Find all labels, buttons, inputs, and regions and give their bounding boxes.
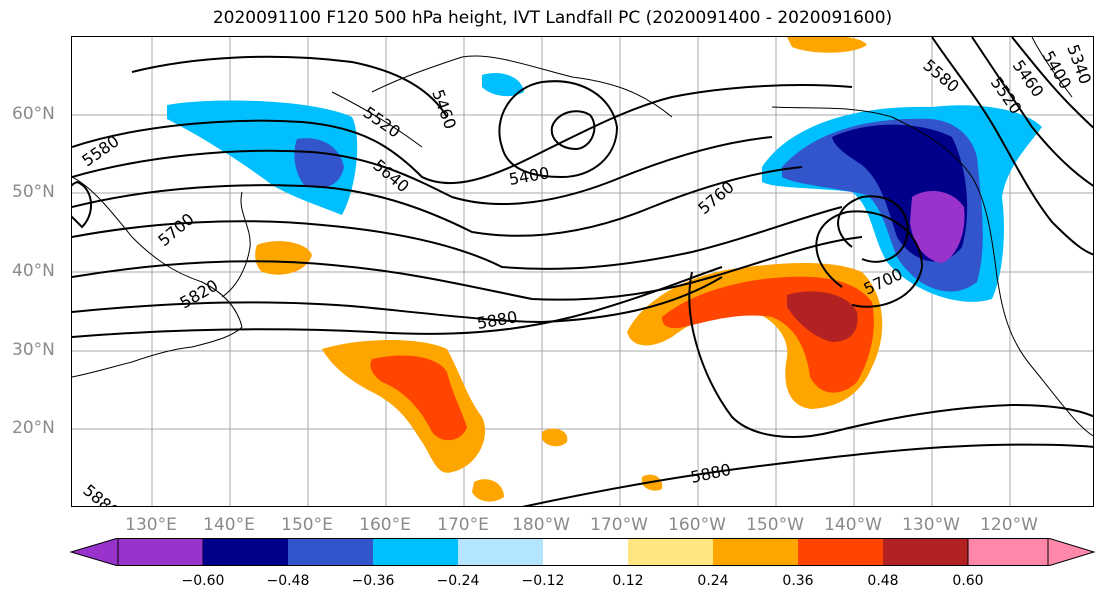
colorbar-seg-over (967, 538, 1096, 566)
lon-label-120w: 120°W (980, 515, 1038, 535)
lat-label-40n: 40°N (12, 261, 55, 281)
colorbar-seg-8 (798, 538, 883, 566)
coastlines (72, 37, 1093, 437)
contour-label-5460-w: 5460 (428, 87, 460, 132)
colorbar-tick-2: −0.48 (266, 573, 310, 589)
colorbar-tick-8: 0.36 (782, 573, 814, 589)
lon-label-150w: 150°W (746, 515, 804, 535)
colorbar-tick-10: 0.60 (952, 573, 984, 589)
ivt-positive-region-west (255, 241, 663, 502)
colorbar-seg-5 (543, 538, 628, 566)
ivt-negative-region-east (762, 105, 1042, 302)
lon-label-170w: 170°W (590, 515, 648, 535)
colorbar (69, 538, 1096, 566)
map-canvas: 5580 5520 5460 5400 5640 5700 5820 5880 … (72, 37, 1093, 507)
lon-label-180w: 180°W (512, 515, 570, 535)
colorbar-seg-4 (458, 538, 543, 566)
contour-label-5700-e: 5700 (861, 264, 906, 298)
contour-label-5760: 5760 (694, 177, 737, 218)
contour-label-5880-s: 5880 (689, 460, 733, 487)
colorbar-tick-6: 0.12 (612, 573, 644, 589)
lon-label-160w: 160°W (668, 515, 726, 535)
lat-label-50n: 50°N (12, 182, 55, 202)
colorbar-seg-2 (288, 538, 373, 566)
colorbar-tick-1: −0.60 (181, 573, 225, 589)
contour-label-5580-w: 5580 (78, 131, 122, 170)
colorbar-seg-9 (883, 538, 968, 566)
contour-label-5700-w: 5700 (154, 209, 197, 250)
lon-label-150e: 150°E (281, 515, 333, 535)
lat-label-60n: 60°N (12, 104, 55, 124)
lon-label-160e: 160°E (359, 515, 411, 535)
ivt-negative-region-west (167, 72, 524, 215)
colorbar-seg-under (69, 538, 204, 566)
height-contours (72, 37, 1093, 506)
contour-label-5400: 5400 (507, 163, 550, 189)
colorbar-tick-5: −0.12 (521, 573, 565, 589)
lon-label-130w: 130°W (902, 515, 960, 535)
contour-label-5880-sw: 5880 (79, 481, 122, 507)
colorbar-seg-7 (713, 538, 798, 566)
colorbar-seg-1 (203, 538, 288, 566)
contour-label-5580-e: 5580 (919, 56, 962, 97)
colorbar-tick-9: 0.48 (867, 573, 899, 589)
lon-label-130e: 130°E (125, 515, 177, 535)
contour-label-5520-w: 5520 (360, 103, 404, 142)
lon-label-140e: 140°E (203, 515, 255, 535)
colorbar-tick-4: −0.24 (436, 573, 480, 589)
ivt-positive-region-east (627, 37, 883, 409)
colorbar-tick-3: −0.36 (351, 573, 395, 589)
colorbar-seg-6 (628, 538, 713, 566)
lat-label-20n: 20°N (12, 418, 55, 438)
map-title: 2020091100 F120 500 hPa height, IVT Land… (212, 8, 893, 28)
lon-label-140w: 140°W (824, 515, 882, 535)
lat-label-30n: 30°N (12, 340, 55, 360)
map-panel: 5580 5520 5460 5400 5640 5700 5820 5880 … (71, 36, 1094, 507)
lon-label-170e: 170°E (437, 515, 489, 535)
colorbar-seg-3 (373, 538, 458, 566)
colorbar-tick-7: 0.24 (697, 573, 729, 589)
